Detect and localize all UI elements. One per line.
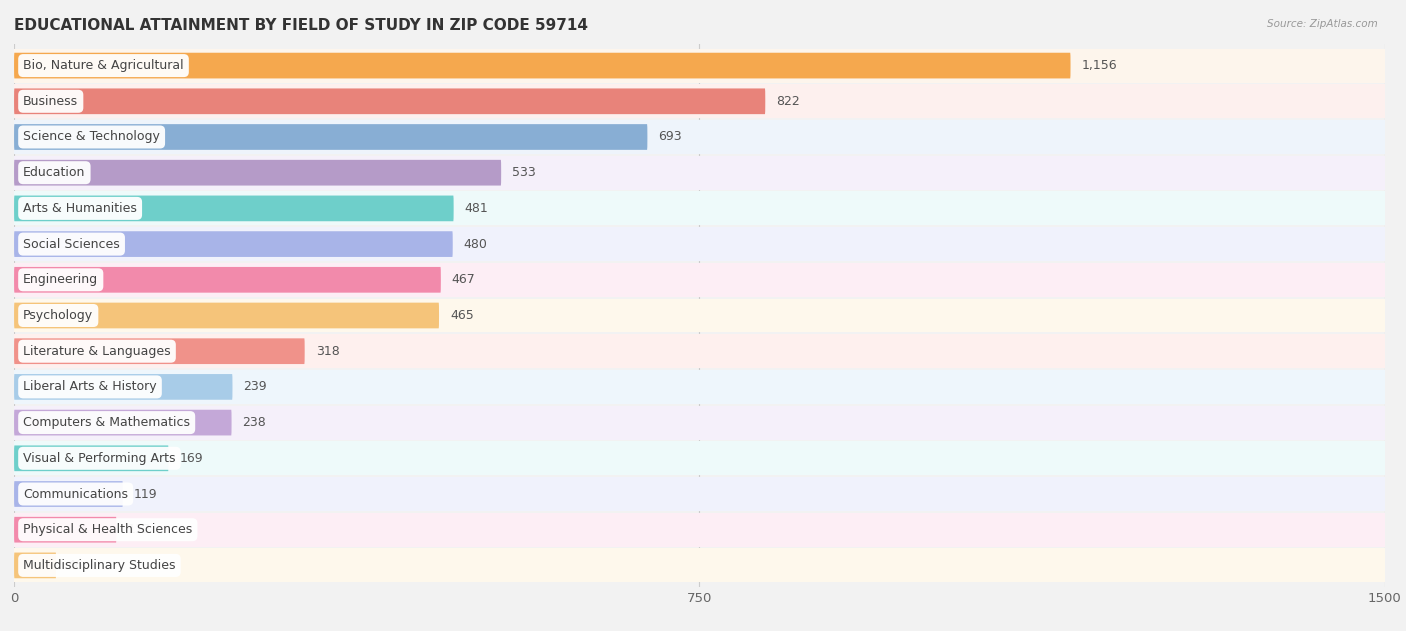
FancyBboxPatch shape (14, 53, 1070, 78)
Text: Science & Technology: Science & Technology (22, 131, 160, 143)
FancyBboxPatch shape (14, 517, 117, 543)
Text: 481: 481 (464, 202, 488, 215)
Text: Bio, Nature & Agricultural: Bio, Nature & Agricultural (22, 59, 184, 72)
Bar (14, 334, 1385, 368)
Bar (14, 548, 1385, 582)
Text: Literature & Languages: Literature & Languages (22, 345, 170, 358)
Text: 533: 533 (512, 166, 536, 179)
Text: 480: 480 (464, 238, 488, 251)
FancyBboxPatch shape (14, 124, 647, 150)
Bar (14, 49, 1385, 83)
Text: Source: ZipAtlas.com: Source: ZipAtlas.com (1267, 19, 1378, 29)
Text: Communications: Communications (22, 488, 128, 500)
Bar (14, 227, 1385, 261)
Text: 1,156: 1,156 (1081, 59, 1118, 72)
Text: Arts & Humanities: Arts & Humanities (22, 202, 136, 215)
Text: 467: 467 (451, 273, 475, 286)
Bar (14, 263, 1385, 297)
Bar (14, 477, 1385, 511)
Text: 169: 169 (180, 452, 202, 465)
Text: 693: 693 (658, 131, 682, 143)
Bar (14, 513, 1385, 546)
Text: Engineering: Engineering (22, 273, 98, 286)
Text: Physical & Health Sciences: Physical & Health Sciences (22, 523, 193, 536)
Text: EDUCATIONAL ATTAINMENT BY FIELD OF STUDY IN ZIP CODE 59714: EDUCATIONAL ATTAINMENT BY FIELD OF STUDY… (14, 18, 588, 33)
Text: 465: 465 (450, 309, 474, 322)
Text: 46: 46 (67, 559, 83, 572)
FancyBboxPatch shape (14, 445, 169, 471)
Text: 239: 239 (243, 380, 267, 393)
FancyBboxPatch shape (14, 374, 232, 400)
Text: Computers & Mathematics: Computers & Mathematics (22, 416, 190, 429)
Text: Psychology: Psychology (22, 309, 93, 322)
Text: 318: 318 (315, 345, 339, 358)
FancyBboxPatch shape (14, 160, 501, 186)
FancyBboxPatch shape (14, 231, 453, 257)
Text: Liberal Arts & History: Liberal Arts & History (22, 380, 157, 393)
FancyBboxPatch shape (14, 267, 441, 293)
FancyBboxPatch shape (14, 303, 439, 328)
Bar (14, 298, 1385, 333)
Text: Multidisciplinary Studies: Multidisciplinary Studies (22, 559, 176, 572)
Text: Social Sciences: Social Sciences (22, 238, 120, 251)
Bar (14, 156, 1385, 190)
Text: 112: 112 (128, 523, 150, 536)
FancyBboxPatch shape (14, 553, 56, 578)
Bar (14, 406, 1385, 440)
Text: Business: Business (22, 95, 79, 108)
Bar (14, 85, 1385, 118)
FancyBboxPatch shape (14, 338, 305, 364)
Bar (14, 191, 1385, 225)
FancyBboxPatch shape (14, 88, 765, 114)
Text: Visual & Performing Arts: Visual & Performing Arts (22, 452, 176, 465)
Bar (14, 120, 1385, 154)
Text: Education: Education (22, 166, 86, 179)
FancyBboxPatch shape (14, 196, 454, 221)
Bar (14, 370, 1385, 404)
Text: 822: 822 (776, 95, 800, 108)
FancyBboxPatch shape (14, 410, 232, 435)
Text: 238: 238 (243, 416, 266, 429)
Bar (14, 441, 1385, 475)
FancyBboxPatch shape (14, 481, 122, 507)
Text: 119: 119 (134, 488, 157, 500)
